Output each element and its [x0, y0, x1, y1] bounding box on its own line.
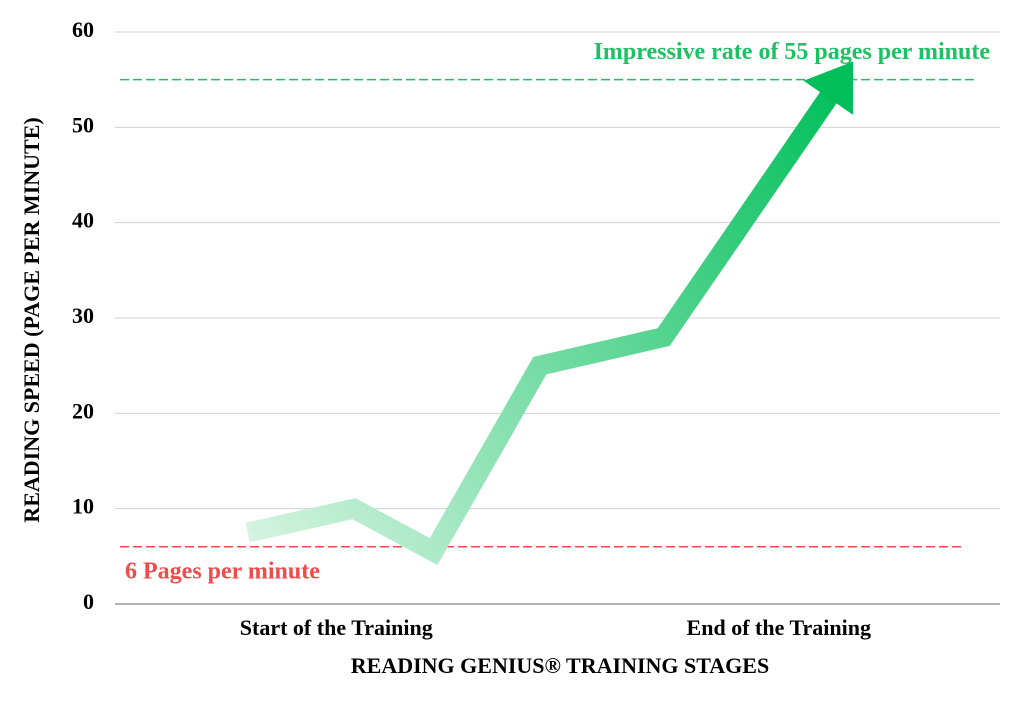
- y-tick-label: 10: [72, 494, 94, 519]
- y-tick-label: 40: [72, 208, 94, 233]
- arrow-head: [803, 61, 854, 115]
- y-axis-title: READING SPEED (PAGE PER MINUTE): [19, 117, 44, 522]
- x-axis-title: READING GENIUS® TRAINING STAGES: [351, 653, 769, 678]
- y-tick-label: 20: [72, 398, 94, 423]
- y-tick-label: 0: [83, 589, 94, 614]
- x-tick-label: End of the Training: [687, 615, 871, 640]
- trend-line: [245, 74, 849, 565]
- x-tick-label: Start of the Training: [240, 615, 433, 640]
- reference-label: Impressive rate of 55 pages per minute: [594, 39, 991, 65]
- reference-label: 6 Pages per minute: [125, 558, 320, 584]
- y-tick-label: 60: [72, 17, 94, 42]
- y-tick-label: 50: [72, 112, 94, 137]
- y-tick-label: 30: [72, 303, 94, 328]
